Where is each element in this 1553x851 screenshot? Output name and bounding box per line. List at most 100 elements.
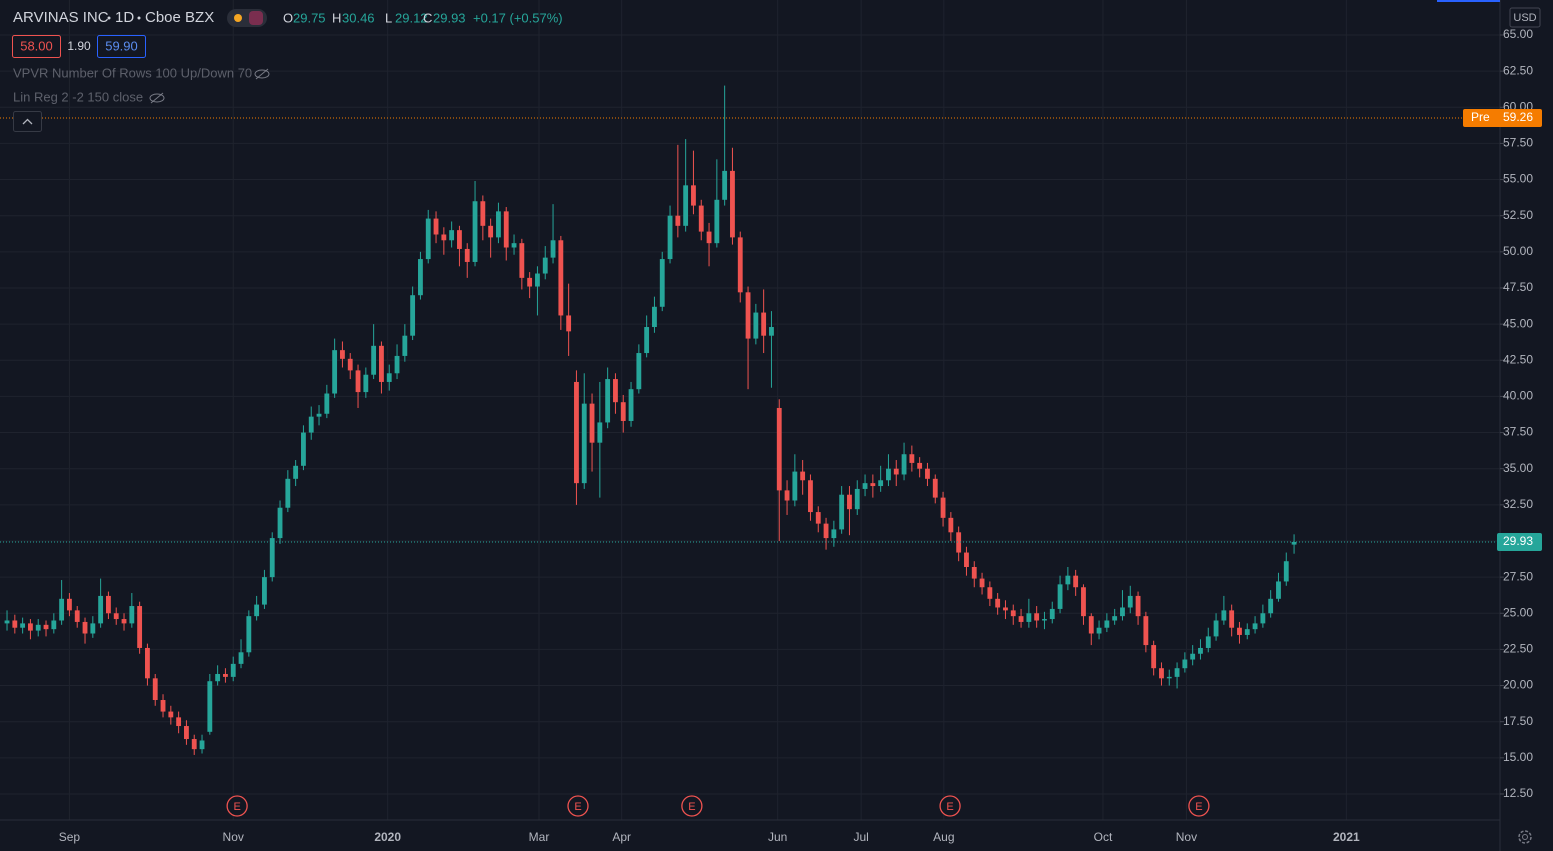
candle-body xyxy=(1065,575,1071,585)
candle-body xyxy=(589,403,595,443)
candle-body xyxy=(332,350,338,394)
y-tick-label: 37.50 xyxy=(1503,425,1533,439)
candle-body xyxy=(815,512,821,524)
candle-body xyxy=(184,726,189,740)
candle-body xyxy=(691,185,696,206)
candle-body xyxy=(176,717,182,727)
ohlc-value: 29.75 xyxy=(293,10,326,25)
y-tick-label: 47.50 xyxy=(1503,280,1533,294)
eye xyxy=(149,93,165,103)
candle-body xyxy=(1221,610,1227,621)
y-tick-label: 62.50 xyxy=(1503,63,1533,77)
candle-body xyxy=(386,373,392,382)
candle-body xyxy=(1182,659,1188,669)
earnings-marker[interactable] xyxy=(1188,795,1210,817)
x-tick-label: Nov xyxy=(1176,830,1197,844)
indicator[interactable]: VPVR Number Of Rows 100 Up/Down 70 xyxy=(13,65,252,80)
candle-body xyxy=(659,259,665,307)
candle-body xyxy=(363,374,369,393)
candle-body xyxy=(1026,613,1032,622)
candle-body xyxy=(784,490,790,501)
candle-body xyxy=(379,345,384,382)
candle-body xyxy=(254,604,260,617)
candle-body xyxy=(753,312,759,339)
candle-body xyxy=(870,483,876,487)
y-tick-label: 22.50 xyxy=(1503,642,1533,656)
currency-button[interactable] xyxy=(1509,7,1541,28)
spread: 1.90 xyxy=(67,39,91,53)
bid: 58.00 xyxy=(20,38,53,53)
candle-body xyxy=(230,663,236,677)
earnings-marker[interactable] xyxy=(567,795,589,817)
candle-body xyxy=(199,740,205,750)
x-tick-label: 2021 xyxy=(1333,830,1360,844)
candle-body xyxy=(4,620,10,624)
hide-icon[interactable] xyxy=(149,92,165,104)
candle-body xyxy=(901,454,907,475)
candle-body xyxy=(1166,676,1172,679)
candle-body xyxy=(1057,584,1063,609)
candle-body xyxy=(550,240,556,258)
candle-body xyxy=(269,538,275,578)
candle-body xyxy=(472,201,478,262)
earnings-label: E xyxy=(574,801,581,813)
x-tick-label: Mar xyxy=(529,830,550,844)
candle-body xyxy=(1174,668,1180,677)
candle-body xyxy=(316,413,322,417)
candle-body xyxy=(223,673,228,677)
candle-body xyxy=(1283,561,1289,582)
earnings-label: E xyxy=(1195,801,1202,813)
separator xyxy=(137,16,141,20)
candle-body xyxy=(418,259,423,296)
last-price-badge xyxy=(1497,532,1542,551)
session-icon xyxy=(234,14,242,22)
candle-body xyxy=(667,215,673,260)
candle-body xyxy=(932,478,938,498)
bid-button[interactable] xyxy=(12,35,61,58)
candle-body xyxy=(995,598,1001,608)
candle-body xyxy=(800,471,806,481)
candle-body xyxy=(238,652,244,664)
x-tick-label: Apr xyxy=(612,830,631,844)
candle-body xyxy=(59,598,65,621)
candle-body xyxy=(808,480,813,513)
currency: USD xyxy=(1513,12,1536,24)
candle-body xyxy=(324,393,330,414)
hide-icon[interactable] xyxy=(254,68,270,80)
indicator[interactable]: Lin Reg 2 -2 150 close xyxy=(13,89,143,104)
candle-body xyxy=(113,613,119,620)
candle-body xyxy=(847,494,852,510)
ohlc-letter: O xyxy=(283,10,293,25)
candle-body xyxy=(1159,668,1164,679)
earnings-marker[interactable] xyxy=(939,795,961,817)
exchange: Cboe BZX xyxy=(145,9,214,26)
collapse-button[interactable] xyxy=(13,111,42,132)
candle-body xyxy=(1104,620,1110,628)
candle-body xyxy=(605,379,611,423)
candle-body xyxy=(457,230,462,249)
earnings-marker[interactable] xyxy=(681,795,703,817)
last-price: 29.93 xyxy=(1503,534,1533,548)
candle-body xyxy=(168,711,174,718)
candle-body xyxy=(535,273,540,287)
candle-body xyxy=(675,215,681,226)
candle-body xyxy=(917,462,923,469)
candle-body xyxy=(90,623,96,634)
y-tick-label: 17.50 xyxy=(1503,714,1533,728)
candle-body xyxy=(737,237,743,293)
symbol[interactable]: ARVINAS INC xyxy=(13,9,109,26)
candle-body xyxy=(449,230,455,241)
candle-body xyxy=(35,624,41,631)
candle-body xyxy=(1049,608,1055,620)
settings-button[interactable] xyxy=(1518,830,1532,844)
ask-button[interactable] xyxy=(97,35,146,58)
candle-body xyxy=(402,335,408,356)
candle-body xyxy=(129,606,135,624)
earnings-marker[interactable] xyxy=(226,795,248,817)
candle-body xyxy=(581,403,587,484)
candle-body xyxy=(1237,627,1242,635)
candle-body xyxy=(371,345,377,375)
separator xyxy=(107,16,111,20)
candle-body xyxy=(496,211,501,238)
interval[interactable]: 1D xyxy=(115,9,134,26)
